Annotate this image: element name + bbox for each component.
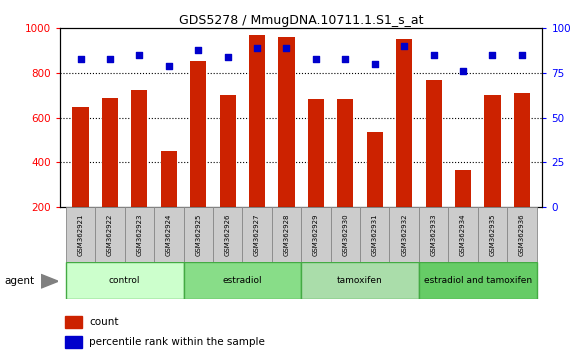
Bar (66, 262, 183, 299)
Bar (448, 207, 478, 262)
Text: control: control (109, 276, 140, 285)
Bar (514, 93, 530, 207)
Bar (102, 98, 118, 207)
Bar (272, 207, 301, 262)
Point (400, 44, 409, 49)
Bar (160, 151, 177, 207)
Point (459, 68, 468, 74)
Point (252, 45, 262, 51)
Point (106, 56, 115, 62)
Text: tamoxifen: tamoxifen (337, 276, 383, 285)
Bar (183, 262, 301, 299)
Point (488, 52, 497, 58)
Bar (389, 207, 419, 262)
Bar (220, 95, 236, 207)
Text: count: count (89, 317, 118, 327)
Text: GSM362935: GSM362935 (489, 213, 496, 256)
Bar (95, 207, 124, 262)
Bar (66, 207, 95, 262)
Polygon shape (41, 274, 58, 288)
Point (517, 52, 526, 58)
Text: percentile rank within the sample: percentile rank within the sample (89, 337, 265, 347)
Bar (124, 207, 154, 262)
Bar (190, 61, 206, 207)
Bar (249, 35, 265, 207)
Point (282, 45, 291, 51)
Text: GSM362936: GSM362936 (519, 213, 525, 256)
Bar (301, 207, 331, 262)
Title: GDS5278 / MmugDNA.10711.1.S1_s_at: GDS5278 / MmugDNA.10711.1.S1_s_at (179, 14, 424, 27)
Bar (308, 99, 324, 207)
Point (370, 61, 379, 67)
Text: GSM362930: GSM362930 (343, 213, 348, 256)
Point (429, 52, 438, 58)
Bar (478, 207, 507, 262)
Point (135, 52, 144, 58)
Point (164, 63, 174, 69)
Bar (425, 80, 442, 207)
Text: GSM362928: GSM362928 (283, 213, 289, 256)
Point (311, 56, 320, 62)
Bar (154, 207, 183, 262)
Bar (131, 90, 147, 207)
Bar (419, 207, 448, 262)
Bar (455, 170, 471, 207)
Text: GSM362931: GSM362931 (372, 213, 378, 256)
Point (341, 56, 350, 62)
Bar (337, 99, 353, 207)
Text: GSM362929: GSM362929 (313, 213, 319, 256)
Text: GSM362933: GSM362933 (431, 213, 437, 256)
Bar (331, 207, 360, 262)
Text: GSM362934: GSM362934 (460, 213, 466, 256)
Point (223, 54, 232, 60)
Bar (65, 316, 82, 328)
Point (76, 56, 85, 62)
Bar (183, 207, 213, 262)
Bar (301, 262, 419, 299)
Bar (65, 336, 82, 348)
Text: estradiol: estradiol (223, 276, 262, 285)
Text: GSM362924: GSM362924 (166, 213, 172, 256)
Text: GSM362926: GSM362926 (224, 213, 231, 256)
Bar (360, 207, 389, 262)
Bar (367, 132, 383, 207)
Text: agent: agent (5, 276, 35, 286)
Point (194, 47, 203, 53)
Text: GSM362925: GSM362925 (195, 213, 201, 256)
Bar (213, 207, 242, 262)
Bar (507, 207, 537, 262)
Bar (73, 107, 89, 207)
Bar (484, 95, 501, 207)
Text: GSM362922: GSM362922 (107, 213, 113, 256)
Text: GSM362932: GSM362932 (401, 213, 407, 256)
Bar (396, 40, 412, 207)
Text: GSM362927: GSM362927 (254, 213, 260, 256)
Bar (419, 262, 537, 299)
Bar (242, 207, 272, 262)
Bar (279, 37, 295, 207)
Text: GSM362923: GSM362923 (136, 213, 142, 256)
Text: GSM362921: GSM362921 (78, 213, 83, 256)
Text: estradiol and tamoxifen: estradiol and tamoxifen (424, 276, 532, 285)
